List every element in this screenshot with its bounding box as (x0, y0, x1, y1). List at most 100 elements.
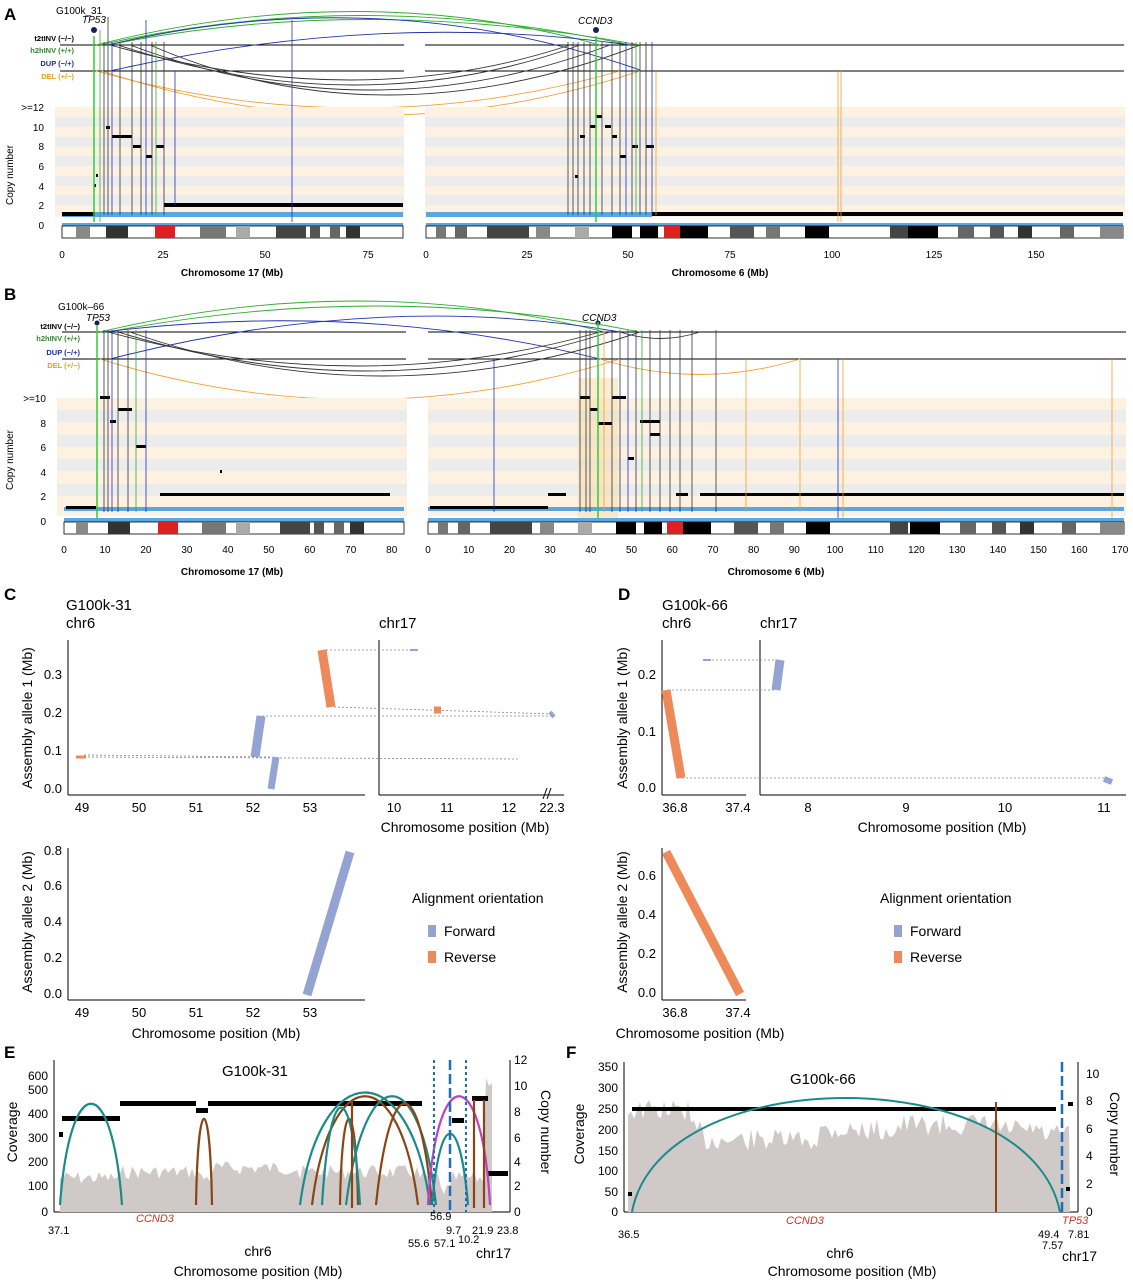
cn-black-seg (590, 408, 598, 411)
cn-black-seg (59, 1132, 63, 1137)
gene-label-ccnd3-a: CCND3 (578, 16, 613, 27)
panel-e: Coverage Copy number 0 100 200 300 400 5… (4, 1053, 554, 1279)
cn-black-seg (133, 145, 141, 148)
chr-label-right-d: chr17 (760, 615, 798, 632)
y-axis-label-left-e: Coverage (4, 1101, 20, 1162)
chr-label-left-c: chr6 (66, 615, 95, 632)
x-axis-label-top-c: Chromosome position (Mb) (381, 819, 550, 835)
x-tick-label: 11 (1097, 800, 1111, 815)
ideogram-band (1018, 226, 1032, 238)
x-ticks-a: 0 25 50 75 0 25 50 75 100 125 150 (59, 250, 1045, 261)
cn-band (428, 459, 1126, 471)
sv-legend-h2hinv: h2hINV (+/+) (30, 46, 74, 55)
legend-label-reverse: Reverse (444, 949, 496, 965)
x-tick-label: 140 (989, 545, 1006, 556)
cn-black-seg (110, 420, 116, 423)
y-ticks-left-e: 0 100 200 300 400 500 600 (28, 1069, 48, 1219)
sv-arc-dup (109, 315, 621, 360)
cn-band (57, 435, 407, 447)
x-tick-label: 60 (304, 545, 316, 556)
y-ticks-a: 0 2 4 6 8 10 >=12 (21, 103, 44, 232)
ideogram-band (276, 226, 306, 238)
x-tick-label: 100 (827, 545, 844, 556)
breakpoints-a (93, 17, 842, 222)
y-tick-label: 2 (514, 1179, 521, 1193)
cn-black-seg (120, 1101, 196, 1106)
link-line (79, 756, 519, 760)
cn-black-seg (612, 396, 626, 399)
sv-legend-del: DEL (+/−) (47, 361, 80, 370)
cn-black-seg (120, 135, 132, 138)
y-tick-label: 0.2 (638, 946, 656, 961)
ideogram-band (960, 522, 976, 534)
x-tick-label: 20 (140, 545, 152, 556)
legend-label-forward: Forward (910, 923, 961, 939)
y-ticks-top-c: 0.0 0.1 0.2 0.3 (44, 667, 62, 796)
panel-letter-d: D (618, 585, 630, 604)
dotplot-segments-d (661, 659, 1114, 785)
y-tick-label: 10 (514, 1079, 528, 1093)
sv-arc-t2tinv (149, 44, 641, 96)
x-tick-label: 10.2 (458, 1234, 479, 1246)
y-tick-label: 12 (514, 1053, 528, 1067)
y-tick-label: 8 (514, 1105, 521, 1119)
y-tick-label: 10 (1086, 1067, 1100, 1081)
ideogram-band (76, 522, 88, 534)
ideogram-band (770, 522, 784, 534)
x-tick-label: 70 (345, 545, 357, 556)
x-tick-label: 50 (259, 250, 271, 261)
cn-band (425, 195, 1125, 205)
cn-black-seg (632, 145, 638, 148)
cn-lightblue-line (64, 507, 404, 511)
cn-band (55, 176, 404, 186)
sv-arc-teal (58, 1102, 124, 1206)
ideogram-band (908, 226, 938, 238)
y-tick-label: 6 (38, 162, 44, 173)
cn-black-seg (605, 125, 611, 128)
sv-arc-teal (320, 1106, 362, 1206)
panel-letter-c: C (4, 585, 16, 604)
ideogram-band (644, 522, 662, 534)
gene-label-ccnd3-e: CCND3 (136, 1213, 175, 1225)
y-tick-label: 600 (28, 1069, 48, 1083)
sample-label-f: G100k-66 (790, 1071, 856, 1088)
y-tick-label: 0.8 (44, 843, 62, 858)
alignment-segment-forward (250, 715, 266, 758)
x-tick-label: 12 (502, 800, 516, 815)
panel-f: Coverage Copy number 0 50 100 150 200 25… (571, 1060, 1123, 1279)
x-axis-label-chr6-b: Chromosome 6 (Mb) (728, 567, 825, 578)
y-tick-label: >=10 (23, 394, 46, 405)
ideogram-band (640, 226, 658, 238)
ideogram-band (487, 226, 529, 238)
y-tick-label: 4 (38, 182, 44, 193)
ideogram-band (766, 226, 780, 238)
chr-label-left-d: chr6 (662, 615, 691, 632)
cn-segments-f (628, 1102, 1073, 1196)
sv-arc-teal (631, 1097, 1061, 1213)
sv-legend-t2tinv: t2tINV (−/−) (40, 322, 80, 331)
x-tick-label: 51 (189, 800, 203, 815)
dotplot-segments-c (76, 649, 556, 790)
cn-black-seg (220, 470, 222, 473)
ideogram-chr6-a (425, 225, 1124, 239)
x-tick-label: 49 (75, 1005, 89, 1020)
cn-black-seg (62, 212, 95, 216)
cn-black-seg (66, 506, 96, 509)
ideogram-band (1100, 226, 1123, 238)
y-axis-label-left-f: Coverage (571, 1103, 587, 1164)
sv-legend-dup: DUP (−/+) (46, 348, 80, 357)
x-ticks-e: 37.1 56.9 55.6 9.7 57.1 10.2 21.9 23.8 (48, 1211, 518, 1250)
orientation-legend-d: Alignment orientation Forward Reverse (880, 890, 1012, 965)
y-tick-label: 6 (1086, 1122, 1093, 1136)
cn-black-seg (590, 125, 596, 128)
gene-label-ccnd3-f: CCND3 (786, 1215, 825, 1227)
sv-arc-t2tinv (117, 331, 611, 372)
x-ticks-b: 0 10 20 30 40 50 60 70 80 0 10 20 30 40 50 60 70 80 90 100 1… (61, 545, 1128, 556)
junction-markers-e (433, 1060, 467, 1212)
ideogram-band (958, 226, 974, 238)
cn-bands-a (55, 107, 1125, 217)
gene-label-ccnd3-b: CCND3 (582, 313, 617, 324)
y-tick-label: 50 (605, 1185, 619, 1199)
ideogram-band (158, 522, 178, 534)
x-axis-label-top-d: Chromosome position (Mb) (858, 819, 1027, 835)
